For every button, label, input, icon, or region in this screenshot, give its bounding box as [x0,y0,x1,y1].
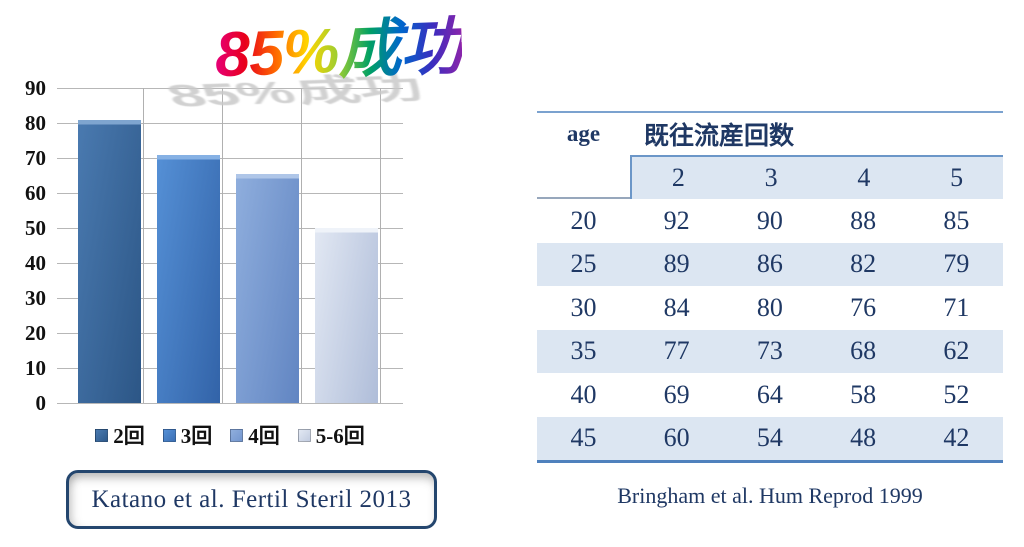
legend-item: 5-6回 [297,420,365,450]
left-citation-text: Katano et al. Fertil Steril 2013 [91,485,412,513]
legend-item: 3回 [162,420,213,450]
value-cell: 90 [756,205,783,235]
y-tick-label: 20 [25,321,46,345]
value-cell: 64 [756,379,783,409]
table-row: 25 89 86 82 79 [537,242,1003,286]
bar-4回 [236,173,299,403]
left-citation-box: Katano et al. Fertil Steril 2013 [66,470,437,529]
table-header-row: age 既往流産回数 [537,113,1003,155]
y-tick-label: 30 [25,286,46,310]
wordart-text: 85%成功 [214,8,464,95]
gridline-horizontal [57,88,403,89]
wordart-headline: 85%成功 85%成功 [153,2,535,127]
value-cell: 62 [943,336,970,366]
age-cell: 40 [570,379,597,409]
value-cell: 80 [756,292,783,322]
value-cell: 71 [943,292,970,322]
y-tick-label: 50 [25,216,46,240]
value-cell: 48 [850,423,877,453]
value-cell: 88 [850,205,877,235]
gridline-horizontal [57,123,403,124]
column-header: 3 [764,163,778,192]
y-tick-label: 10 [25,356,46,380]
y-axis-labels: 0 10 20 30 40 50 60 70 80 90 [0,76,46,415]
value-cell: 54 [756,423,783,453]
table-body: 20 92 90 88 85 25 89 86 82 79 30 84 80 76 71 35 77 73 68 62… [537,199,1003,460]
value-cell: 60 [663,423,690,453]
table-row: 45 60 54 48 42 [537,416,1003,460]
value-cell: 68 [850,336,877,366]
legend-swatch [297,428,311,442]
age-cell: 35 [570,336,597,366]
y-tick-label: 40 [25,251,46,275]
value-cell: 85 [943,205,970,235]
gridline-horizontal [57,403,403,404]
value-cell: 92 [663,205,690,235]
age-cell: 25 [570,249,597,279]
legend-swatch [95,428,109,442]
subheader-age-cell [537,155,630,199]
legend-label: 5-6回 [315,424,365,448]
value-cell: 42 [943,423,970,453]
value-cell: 89 [663,249,690,279]
y-tick-label: 80 [25,111,46,135]
age-cell: 30 [570,292,597,322]
legend-swatch [230,428,244,442]
y-tick-label: 0 [35,391,47,415]
y-tick-label: 90 [25,76,46,100]
y-tick-label: 60 [25,181,46,205]
legend-item: 4回 [230,420,280,450]
bar-5-6回 [315,228,378,403]
table-row: 20 92 90 88 85 [537,199,1003,243]
table-subheader-values: 2 3 4 5 [630,155,1003,199]
table-row: 40 69 64 58 52 [537,373,1003,417]
plot-area [57,88,403,404]
value-cell: 79 [943,249,970,279]
value-cell: 58 [850,379,877,409]
value-cell: 73 [756,336,783,366]
bar-2回 [78,119,141,403]
age-cell: 20 [570,205,597,235]
group-header: 既往流産回数 [644,122,795,150]
gridline-vertical [143,88,144,403]
table-row: 35 77 73 68 62 [537,329,1003,373]
gridline-horizontal [57,298,403,299]
column-header: 2 [671,163,685,192]
legend-item: 2回 [95,420,145,450]
value-cell: 84 [663,292,690,322]
column-header: 4 [857,163,871,192]
chart-legend: 2回 3回 4回 5-6回 [57,420,403,450]
gridline-vertical [301,88,302,403]
column-header: 5 [950,163,964,192]
gridline-vertical [380,88,381,403]
table-row: 30 84 80 76 71 [537,286,1003,330]
value-cell: 82 [850,249,877,279]
gridline-horizontal [57,158,403,159]
gridline-horizontal [57,333,403,334]
age-header: age [566,121,601,146]
table-subheader-row: 2 3 4 5 [537,155,1003,199]
bar-3回 [157,154,220,403]
value-cell: 76 [850,292,877,322]
legend-swatch [162,428,176,442]
value-cell: 77 [663,336,690,366]
right-citation-text: Bringham et al. Hum Reprod 1999 [617,483,923,508]
legend-label: 4回 [248,424,280,448]
value-cell: 69 [663,379,690,409]
gridline-horizontal [57,263,403,264]
gridline-vertical [222,88,223,403]
age-cell: 45 [570,423,597,453]
gridline-horizontal [57,193,403,194]
gridline-horizontal [57,368,403,369]
legend-label: 2回 [113,424,145,448]
y-tick-label: 70 [25,146,46,170]
legend-label: 3回 [180,424,213,448]
gridline-horizontal [57,228,403,229]
value-cell: 52 [943,379,970,409]
value-cell: 86 [756,249,783,279]
